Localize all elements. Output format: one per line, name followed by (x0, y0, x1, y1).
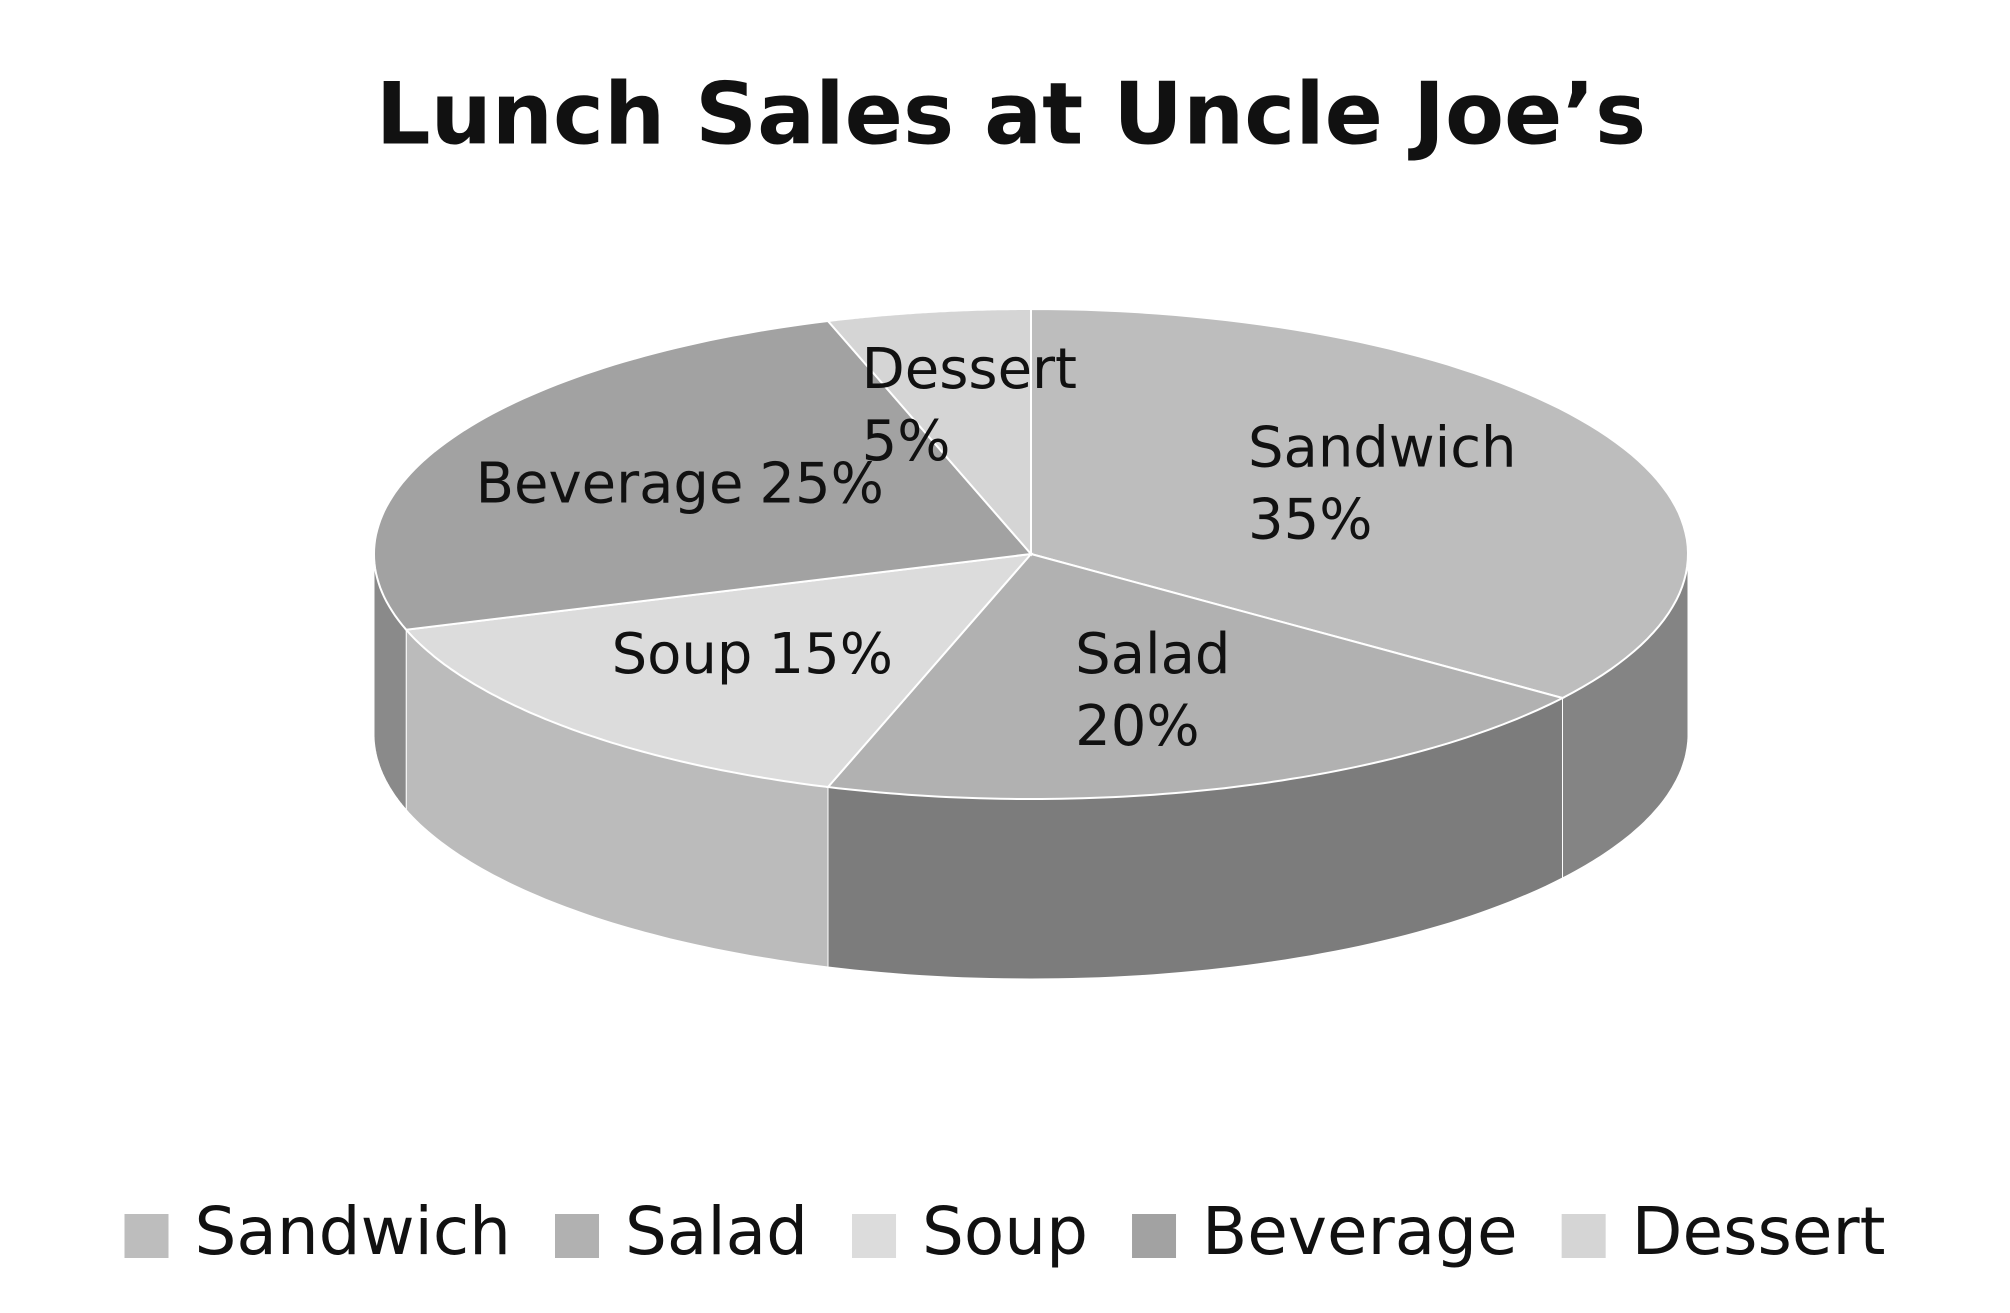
label-category: Sandwich (1248, 415, 1517, 480)
data-label: Salad 20% (1075, 622, 1230, 759)
label-category: Dessert (862, 337, 1077, 402)
legend-label: Sandwich (195, 1193, 512, 1270)
pie-sides (373, 554, 1689, 980)
data-label: Beverage 25% (476, 451, 884, 516)
legend-label: Salad (625, 1193, 808, 1270)
pie-tops (372, 307, 1690, 800)
legend-label: Dessert (1632, 1193, 1886, 1270)
label-value: 35% (1248, 487, 1372, 552)
data-label: Soup 15% (612, 622, 893, 687)
data-label: Sandwich 35% (1248, 415, 1517, 552)
slice (1030, 307, 1690, 700)
slice (372, 319, 1033, 631)
label-category: Beverage (476, 451, 744, 516)
label-value: 15% (768, 622, 892, 687)
legend-swatch (1132, 1214, 1177, 1258)
label-value: 20% (1075, 694, 1199, 759)
label-category: Soup (612, 622, 753, 687)
slice (826, 552, 1566, 800)
legend-swatch (852, 1214, 897, 1258)
slice (404, 552, 1034, 789)
label-value: 25% (759, 451, 883, 516)
legend-swatch (124, 1214, 169, 1258)
label-value: 5% (862, 409, 951, 474)
legend-label: Soup (922, 1193, 1088, 1270)
label-category: Salad (1075, 622, 1230, 687)
slice (826, 308, 1032, 557)
legend-swatch (555, 1214, 600, 1258)
legend: Sandwich Salad Soup Beverage Dessert (124, 1193, 1886, 1270)
chart-title: Lunch Sales at Uncle Joe’s (376, 64, 1646, 164)
legend-label: Beverage (1202, 1193, 1518, 1270)
legend-swatch (1561, 1214, 1606, 1258)
data-label: Dessert 5% (862, 337, 1077, 474)
